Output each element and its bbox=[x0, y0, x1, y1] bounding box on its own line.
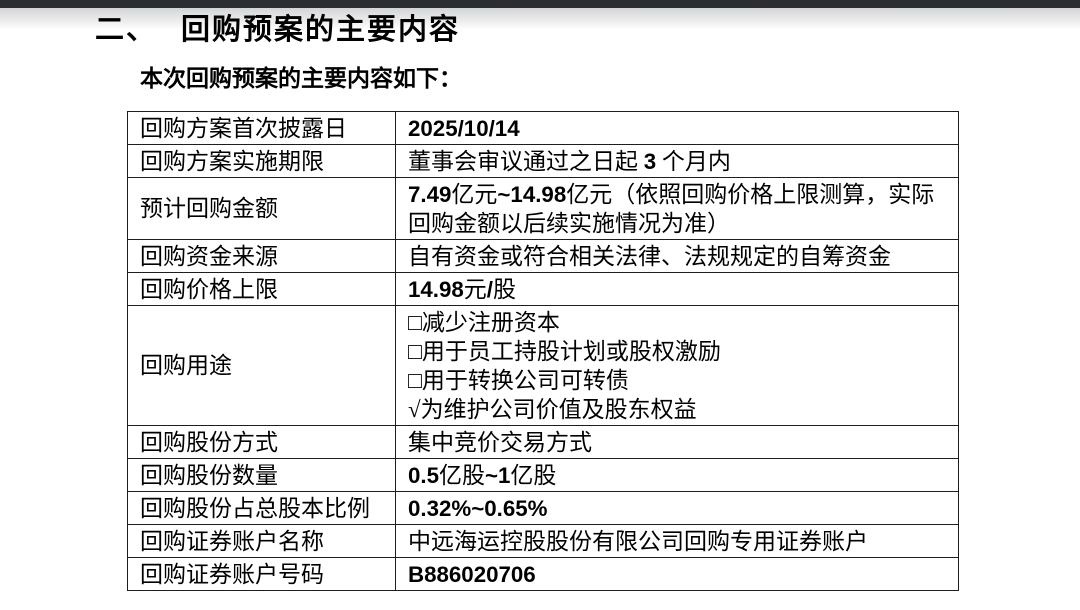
row-value: 集中竞价交易方式 bbox=[395, 425, 959, 459]
latin-run: 14.98 bbox=[408, 276, 464, 302]
row-value: 董事会审议通过之日起 3 个月内 bbox=[395, 144, 959, 178]
latin-run: 7.49 bbox=[408, 181, 452, 207]
row-value: B886020706 bbox=[395, 557, 959, 591]
row-value: □减少注册资本 □用于员工持股计划或股权激励 □用于转换公司可转债 √为维护公司价值及… bbox=[395, 305, 959, 426]
row-label: 回购证券账户名称 bbox=[127, 524, 396, 558]
table-row: 回购方案首次披露日 2025/10/14 bbox=[127, 111, 959, 145]
latin-run: 0.32%~0.65% bbox=[408, 495, 548, 521]
table-row: 回购价格上限 14.98元/股 bbox=[127, 272, 959, 306]
value-line: 0.5亿股~1亿股 bbox=[408, 462, 557, 488]
value-line: □用于转换公司可转债 bbox=[408, 367, 629, 393]
value-line: □用于员工持股计划或股权激励 bbox=[408, 338, 721, 364]
row-label: 回购证券账户号码 bbox=[127, 557, 396, 591]
row-label: 回购价格上限 bbox=[127, 272, 396, 306]
latin-run: ~1 bbox=[485, 462, 511, 488]
row-value: 14.98元/股 bbox=[395, 272, 959, 306]
table-row: 回购股份方式 集中竞价交易方式 bbox=[127, 425, 959, 459]
table-row: 回购证券账户名称 中远海运控股股份有限公司回购专用证券账户 bbox=[127, 524, 959, 558]
page-top-shadow bbox=[0, 8, 1080, 30]
section-number: 二、 bbox=[95, 14, 158, 46]
row-value: 2025/10/14 bbox=[395, 111, 959, 145]
value-line: 2025/10/14 bbox=[408, 114, 946, 143]
value-line: □减少注册资本 bbox=[408, 309, 560, 335]
value-line: 14.98元/股 bbox=[408, 276, 516, 302]
table-row: 回购资金来源 自有资金或符合相关法律、法规规定的自筹资金 bbox=[127, 239, 959, 273]
latin-run: B886020706 bbox=[408, 561, 536, 587]
document-page: 二、 回购预案的主要内容 本次回购预案的主要内容如下： 回购方案首次披露日 2025… bbox=[0, 0, 1080, 591]
intro-text: 本次回购预案的主要内容如下： bbox=[140, 66, 462, 91]
value-line: 集中竞价交易方式 bbox=[408, 429, 592, 455]
row-label: 回购方案实施期限 bbox=[127, 144, 396, 178]
value-line: 中远海运控股股份有限公司回购专用证券账户 bbox=[408, 528, 868, 554]
table-row: 回购股份数量 0.5亿股~1亿股 bbox=[127, 458, 959, 492]
row-value: 中远海运控股股份有限公司回购专用证券账户 bbox=[395, 524, 959, 558]
row-label: 回购用途 bbox=[127, 305, 396, 426]
value-line: B886020706 bbox=[408, 560, 946, 589]
latin-run: 3 bbox=[643, 148, 657, 174]
row-label: 回购股份占总股本比例 bbox=[127, 491, 396, 525]
row-value: 自有资金或符合相关法律、法规规定的自筹资金 bbox=[395, 239, 959, 273]
checkbox-unchecked-icon: □ bbox=[408, 309, 422, 335]
row-label: 回购股份数量 bbox=[127, 458, 396, 492]
row-label: 回购资金来源 bbox=[127, 239, 396, 273]
row-label: 回购股份方式 bbox=[127, 425, 396, 459]
table-row: 回购股份占总股本比例 0.32%~0.65% bbox=[127, 491, 959, 525]
row-label: 回购方案首次披露日 bbox=[127, 111, 396, 145]
value-line: √为维护公司价值及股东权益 bbox=[408, 396, 697, 422]
value-line: 董事会审议通过之日起 3 个月内 bbox=[408, 148, 731, 174]
row-value: 0.32%~0.65% bbox=[395, 491, 959, 525]
value-line: 自有资金或符合相关法律、法规规定的自筹资金 bbox=[408, 243, 891, 269]
checkmark-icon: √ bbox=[408, 396, 421, 422]
latin-run: 0.5 bbox=[408, 462, 439, 488]
row-label: 预计回购金额 bbox=[127, 177, 396, 240]
latin-run: 2025/10/14 bbox=[408, 115, 520, 141]
section-heading: 二、 回购预案的主要内容 bbox=[95, 14, 1080, 46]
table-row: 回购证券账户号码 B886020706 bbox=[127, 557, 959, 591]
buyback-summary-table: 回购方案首次披露日 2025/10/14 回购方案实施期限 董事会审议通过之日起 3 … bbox=[127, 111, 959, 591]
latin-run: / bbox=[486, 276, 493, 302]
table-row: 回购方案实施期限 董事会审议通过之日起 3 个月内 bbox=[127, 144, 959, 178]
viewer-top-bar bbox=[0, 0, 1080, 8]
checkbox-unchecked-icon: □ bbox=[408, 338, 422, 364]
section-title: 回购预案的主要内容 bbox=[181, 14, 461, 46]
checkbox-unchecked-icon: □ bbox=[408, 367, 422, 393]
latin-run: ~14.98 bbox=[497, 181, 567, 207]
value-line: 0.32%~0.65% bbox=[408, 494, 946, 523]
page-content: 二、 回购预案的主要内容 本次回购预案的主要内容如下： 回购方案首次披露日 2025… bbox=[0, 14, 1080, 591]
table-row: 预计回购金额 7.49亿元~14.98亿元（依照回购价格上限测算，实际 回购金额以后… bbox=[127, 177, 959, 240]
buyback-table-body: 回购方案首次披露日 2025/10/14 回购方案实施期限 董事会审议通过之日起 3 … bbox=[127, 111, 959, 591]
table-row: 回购用途 □减少注册资本 □用于员工持股计划或股权激励 □用于转换公司可转债 √为维护公… bbox=[127, 305, 959, 426]
row-value: 0.5亿股~1亿股 bbox=[395, 458, 959, 492]
value-line: 回购金额以后续实施情况为准） bbox=[408, 210, 730, 236]
value-line: 7.49亿元~14.98亿元（依照回购价格上限测算，实际 bbox=[408, 181, 935, 207]
row-value: 7.49亿元~14.98亿元（依照回购价格上限测算，实际 回购金额以后续实施情况为… bbox=[395, 177, 959, 240]
